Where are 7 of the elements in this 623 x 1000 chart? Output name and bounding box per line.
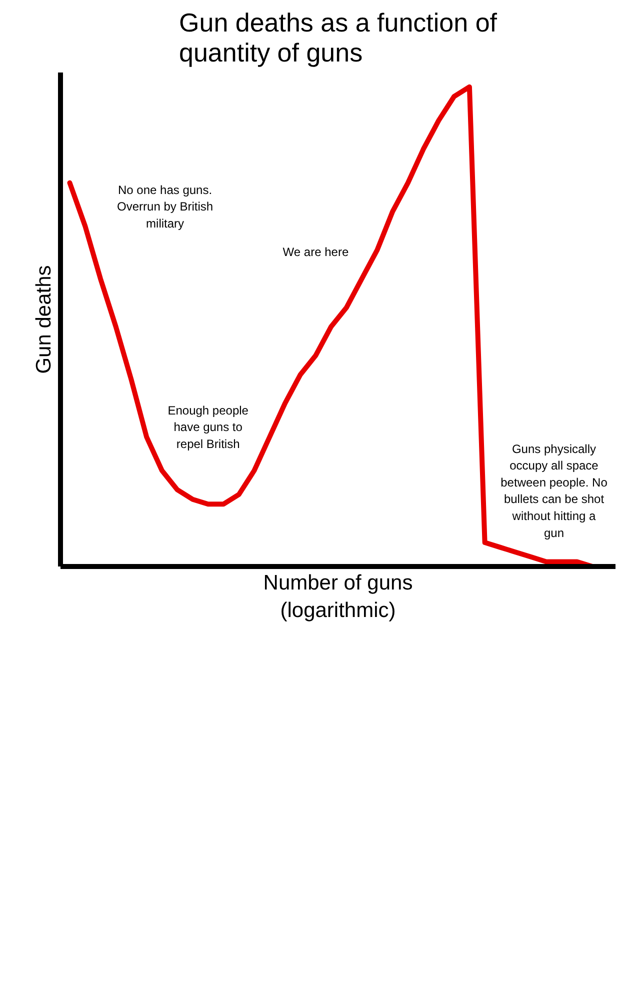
annotation: Enough people have guns to repel British: [168, 403, 249, 452]
annotation: Guns physically occupy all space between people. No bullets can be shot without hitting a gun: [500, 442, 608, 540]
x-axis-title: Number of guns (logarithmic): [263, 572, 413, 622]
chart-title: Gun deaths as a function of quantity of guns: [179, 8, 498, 68]
annotation: We are here: [282, 245, 349, 260]
y-axis-title: Gun deaths: [32, 265, 56, 374]
annotation: No one has guns. Overrun by British military: [117, 182, 214, 230]
